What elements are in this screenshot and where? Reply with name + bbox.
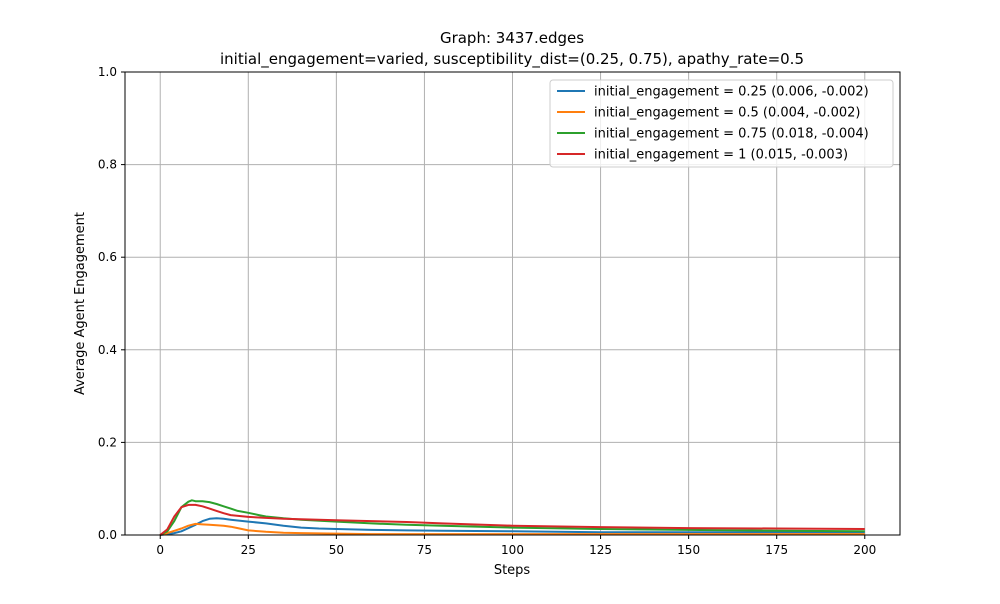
legend: initial_engagement = 0.25 (0.006, -0.002… [549,79,894,168]
legend-label-2: initial_engagement = 0.5 (0.004, -0.002) [594,106,860,121]
series-lines [159,499,865,536]
x-tick-label: 25 [241,543,256,557]
x-tick-label: 175 [765,543,788,557]
x-tick-label: 125 [589,543,612,557]
x-tick-label: 0 [156,543,164,557]
y-tick-label: 0.6 [98,250,117,264]
x-tick-label: 75 [417,543,432,557]
series-line-1 [160,517,865,536]
axis-ticks: 0 25 50 75 100 125 150 175 200 0.0 0.2 0.4 0.6 0.8 1.0 [98,65,876,557]
x-tick-label: 50 [329,543,344,557]
x-tick-label: 150 [677,543,700,557]
series-line-2 [159,522,865,536]
y-tick-label: 1.0 [98,65,117,79]
y-tick-label: 0.2 [98,435,117,449]
x-axis-label: Steps [494,563,531,578]
y-tick-label: 0.4 [98,343,117,357]
y-tick-label: 0.0 [98,528,117,542]
y-axis-label: Average Agent Engagement [73,212,88,395]
chart-title-line2: initial_engagement=varied, susceptibilit… [220,50,804,69]
series-line-3 [159,499,865,536]
legend-label-4: initial_engagement = 1 (0.015, -0.003) [594,148,848,163]
x-tick-label: 100 [501,543,524,557]
x-tick-label: 200 [853,543,876,557]
legend-label-3: initial_engagement = 0.75 (0.018, -0.004… [594,127,869,142]
series-line-4 [159,503,865,536]
y-tick-label: 0.8 [98,158,117,172]
legend-label-1: initial_engagement = 0.25 (0.006, -0.002… [594,85,869,100]
chart-title-line1: Graph: 3437.edges [440,29,584,47]
legend-box [549,79,894,168]
